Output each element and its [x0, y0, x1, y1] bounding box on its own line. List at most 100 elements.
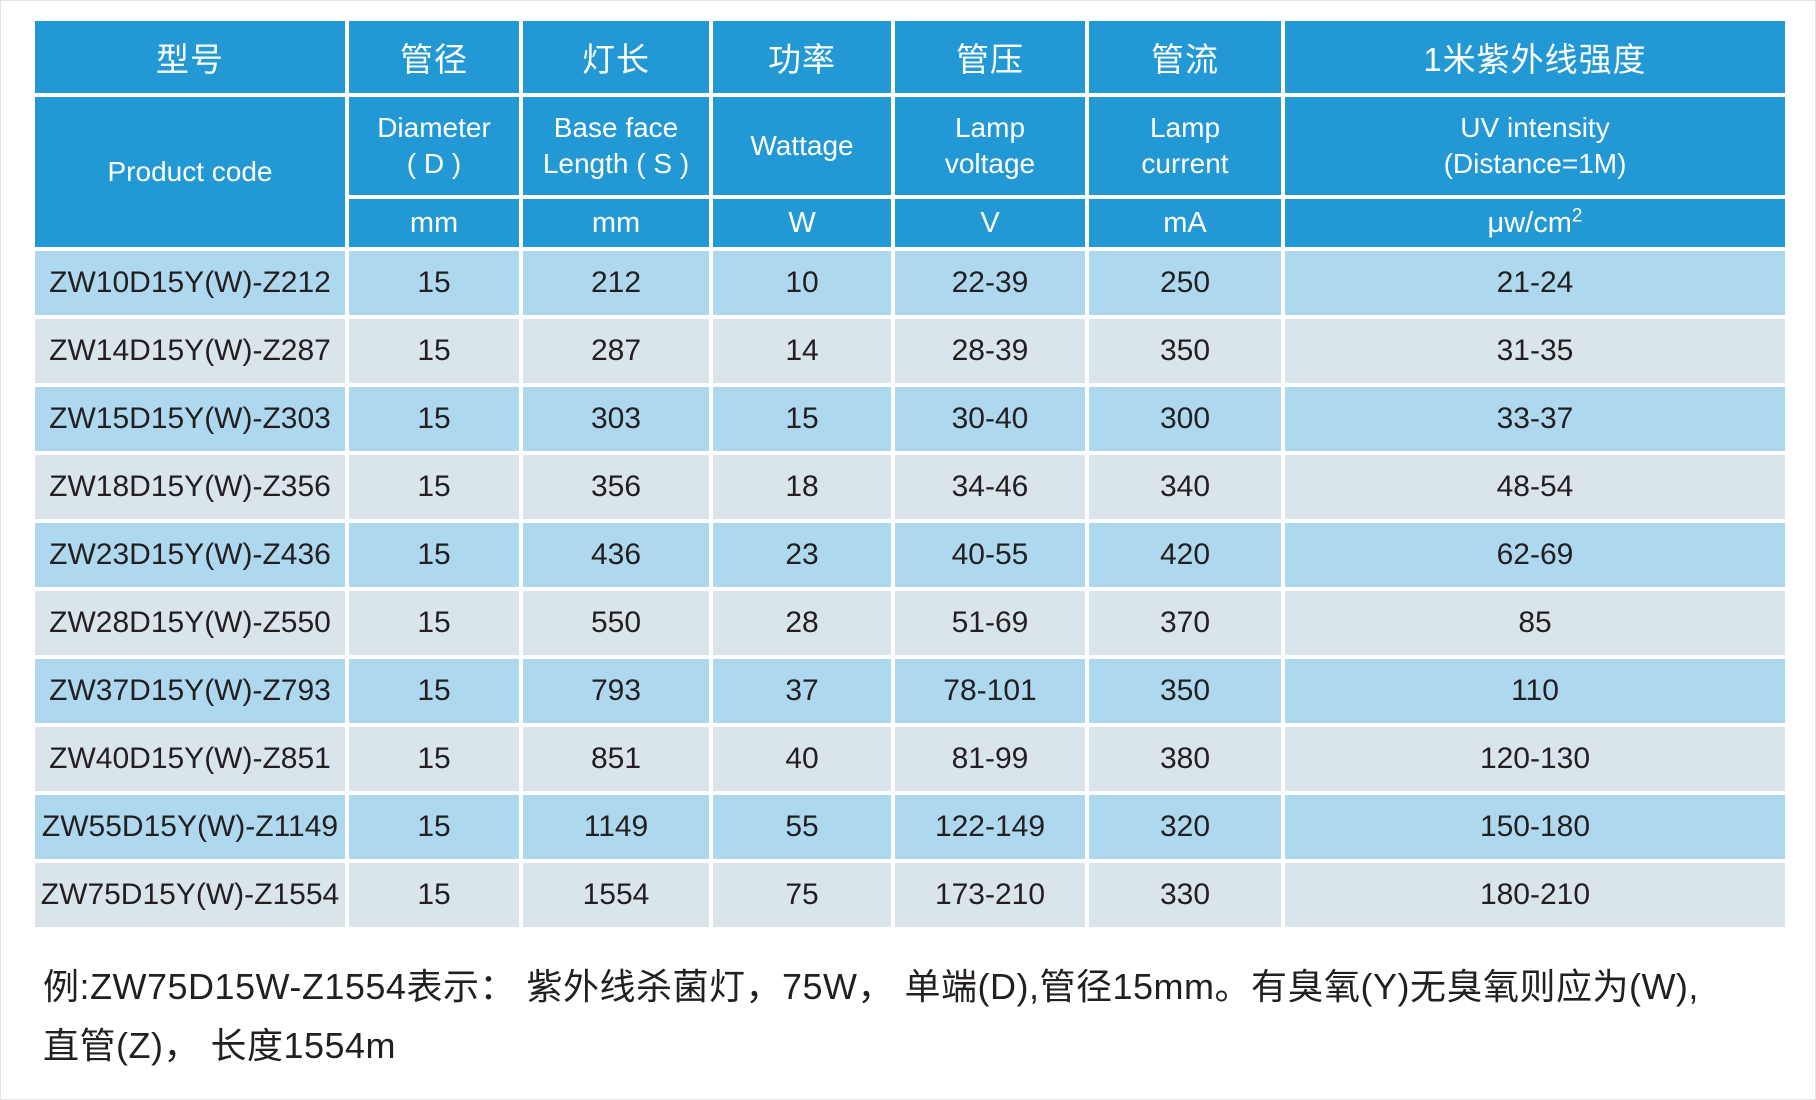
header-row-units: mm mm W V mA μw/cm2	[35, 199, 1785, 247]
cell-diameter: 15	[349, 455, 519, 519]
unit-current: mA	[1089, 199, 1281, 247]
header-uv-zh: 1米紫外线强度	[1285, 21, 1785, 93]
cell-wattage: 40	[713, 727, 891, 791]
cell-current: 380	[1089, 727, 1281, 791]
cell-diameter: 15	[349, 727, 519, 791]
cell-product-code: ZW28D15Y(W)-Z550	[35, 591, 345, 655]
cell-current: 320	[1089, 795, 1281, 859]
cell-voltage: 28-39	[895, 319, 1085, 383]
unit-voltage: V	[895, 199, 1085, 247]
header-voltage-en: Lamp voltage	[895, 97, 1085, 195]
header-current-zh: 管流	[1089, 21, 1281, 93]
header-length-zh: 灯长	[523, 21, 709, 93]
uv-lamp-spec-table: 型号 管径 灯长 功率 管压 管流 1米紫外线强度 Product code D…	[31, 17, 1789, 931]
cell-uv-intensity: 62-69	[1285, 523, 1785, 587]
footnote-line1: 例:ZW75D15W-Z1554表示： 紫外线杀菌灯，75W， 单端(D),管径…	[43, 966, 1699, 1007]
cell-uv-intensity: 110	[1285, 659, 1785, 723]
cell-wattage: 37	[713, 659, 891, 723]
header-model-en: Product code	[35, 97, 345, 247]
header-uv-en: UV intensity (Distance=1M)	[1285, 97, 1785, 195]
cell-product-code: ZW10D15Y(W)-Z212	[35, 251, 345, 315]
unit-diameter: mm	[349, 199, 519, 247]
cell-product-code: ZW75D15Y(W)-Z1554	[35, 863, 345, 927]
cell-length: 851	[523, 727, 709, 791]
cell-current: 250	[1089, 251, 1281, 315]
header-model-zh: 型号	[35, 21, 345, 93]
cell-wattage: 23	[713, 523, 891, 587]
cell-voltage: 30-40	[895, 387, 1085, 451]
cell-product-code: ZW23D15Y(W)-Z436	[35, 523, 345, 587]
cell-length: 436	[523, 523, 709, 587]
table-row: ZW55D15Y(W)-Z1149 15 1149 55 122-149 320…	[35, 795, 1785, 859]
cell-voltage: 78-101	[895, 659, 1085, 723]
cell-current: 340	[1089, 455, 1281, 519]
cell-wattage: 28	[713, 591, 891, 655]
cell-wattage: 18	[713, 455, 891, 519]
cell-product-code: ZW37D15Y(W)-Z793	[35, 659, 345, 723]
cell-current: 350	[1089, 319, 1281, 383]
cell-wattage: 10	[713, 251, 891, 315]
cell-uv-intensity: 21-24	[1285, 251, 1785, 315]
table-row: ZW28D15Y(W)-Z550 15 550 28 51-69 370 85	[35, 591, 1785, 655]
cell-diameter: 15	[349, 795, 519, 859]
table-row: ZW14D15Y(W)-Z287 15 287 14 28-39 350 31-…	[35, 319, 1785, 383]
header-wattage-en: Wattage	[713, 97, 891, 195]
unit-wattage: W	[713, 199, 891, 247]
cell-product-code: ZW40D15Y(W)-Z851	[35, 727, 345, 791]
cell-wattage: 55	[713, 795, 891, 859]
cell-current: 370	[1089, 591, 1281, 655]
cell-uv-intensity: 85	[1285, 591, 1785, 655]
cell-voltage: 40-55	[895, 523, 1085, 587]
cell-voltage: 81-99	[895, 727, 1085, 791]
table-row: ZW40D15Y(W)-Z851 15 851 40 81-99 380 120…	[35, 727, 1785, 791]
header-row-english: Product code Diameter ( D ) Base face Le…	[35, 97, 1785, 247]
table-row: ZW18D15Y(W)-Z356 15 356 18 34-46 340 48-…	[35, 455, 1785, 519]
cell-diameter: 15	[349, 387, 519, 451]
cell-voltage: 22-39	[895, 251, 1085, 315]
cell-product-code: ZW18D15Y(W)-Z356	[35, 455, 345, 519]
table-row: ZW15D15Y(W)-Z303 15 303 15 30-40 300 33-…	[35, 387, 1785, 451]
unit-uv-superscript: 2	[1571, 204, 1583, 226]
cell-voltage: 122-149	[895, 795, 1085, 859]
header-wattage-zh: 功率	[713, 21, 891, 93]
header-diameter-en: Diameter ( D )	[349, 97, 519, 195]
cell-uv-intensity: 48-54	[1285, 455, 1785, 519]
cell-uv-intensity: 120-130	[1285, 727, 1785, 791]
table-body: ZW10D15Y(W)-Z212 15 212 10 22-39 250 21-…	[35, 251, 1785, 927]
cell-current: 300	[1089, 387, 1281, 451]
cell-length: 1149	[523, 795, 709, 859]
cell-uv-intensity: 150-180	[1285, 795, 1785, 859]
cell-current: 420	[1089, 523, 1281, 587]
cell-diameter: 15	[349, 591, 519, 655]
cell-length: 303	[523, 387, 709, 451]
cell-uv-intensity: 180-210	[1285, 863, 1785, 927]
cell-diameter: 15	[349, 659, 519, 723]
cell-product-code: ZW55D15Y(W)-Z1149	[35, 795, 345, 859]
cell-wattage: 75	[713, 863, 891, 927]
unit-length: mm	[523, 199, 709, 247]
table-row: ZW10D15Y(W)-Z212 15 212 10 22-39 250 21-…	[35, 251, 1785, 315]
cell-length: 550	[523, 591, 709, 655]
header-row-chinese: 型号 管径 灯长 功率 管压 管流 1米紫外线强度	[35, 21, 1785, 93]
cell-length: 1554	[523, 863, 709, 927]
cell-diameter: 15	[349, 319, 519, 383]
footnote: 例:ZW75D15W-Z1554表示： 紫外线杀菌灯，75W， 单端(D),管径…	[43, 957, 1775, 1076]
header-current-en: Lamp current	[1089, 97, 1281, 195]
cell-voltage: 173-210	[895, 863, 1085, 927]
cell-product-code: ZW15D15Y(W)-Z303	[35, 387, 345, 451]
cell-uv-intensity: 33-37	[1285, 387, 1785, 451]
cell-wattage: 15	[713, 387, 891, 451]
header-diameter-zh: 管径	[349, 21, 519, 93]
cell-diameter: 15	[349, 251, 519, 315]
cell-length: 356	[523, 455, 709, 519]
cell-current: 350	[1089, 659, 1281, 723]
cell-voltage: 34-46	[895, 455, 1085, 519]
header-length-en: Base face Length ( S )	[523, 97, 709, 195]
cell-uv-intensity: 31-35	[1285, 319, 1785, 383]
table-row: ZW75D15Y(W)-Z1554 15 1554 75 173-210 330…	[35, 863, 1785, 927]
cell-product-code: ZW14D15Y(W)-Z287	[35, 319, 345, 383]
cell-voltage: 51-69	[895, 591, 1085, 655]
cell-diameter: 15	[349, 523, 519, 587]
cell-wattage: 14	[713, 319, 891, 383]
